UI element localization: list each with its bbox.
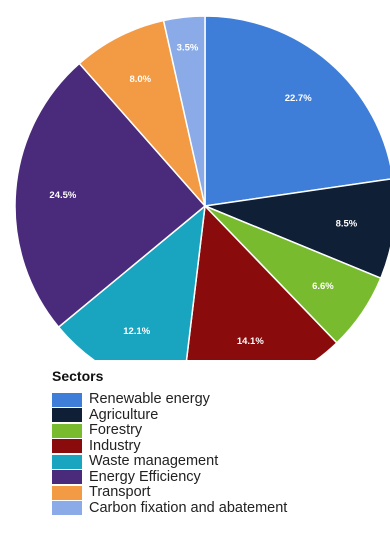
legend-item-1: Agriculture bbox=[52, 406, 287, 424]
legend-item-3: Industry bbox=[52, 437, 287, 455]
slice-label-4: 12.1% bbox=[123, 326, 150, 337]
pie-slice-3 bbox=[185, 204, 338, 360]
legend-swatch bbox=[52, 501, 82, 516]
legend-swatch bbox=[52, 485, 82, 500]
slice-label-2: 6.6% bbox=[312, 281, 334, 292]
slice-label-6: 8.0% bbox=[129, 74, 151, 85]
legend-item-4: Waste management bbox=[52, 454, 287, 470]
legend-label: Waste management bbox=[89, 453, 219, 470]
legend-swatch bbox=[52, 454, 82, 469]
legend-swatch bbox=[52, 470, 82, 485]
legend-label: Energy Efficiency bbox=[89, 468, 201, 485]
legend-swatch bbox=[52, 423, 82, 438]
legend-items: Renewable energy Agriculture Forestry Indus… bbox=[52, 392, 287, 516]
legend-label: Forestry bbox=[89, 422, 143, 439]
legend-label: Industry bbox=[89, 437, 141, 454]
legend-label: Carbon fixation and abatement bbox=[89, 499, 288, 516]
legend-item-7: Carbon fixation and abatement bbox=[52, 499, 288, 517]
legend-label: Agriculture bbox=[89, 406, 159, 423]
slice-label-1: 8.5% bbox=[336, 218, 358, 229]
slice-label-5: 24.5% bbox=[49, 190, 76, 201]
pie-slice-1 bbox=[202, 178, 390, 280]
pie-slice-0 bbox=[204, 15, 390, 207]
legend: Sectors Renewable energy Agriculture Fores… bbox=[52, 368, 287, 516]
legend-item-5: Energy Efficiency bbox=[52, 468, 287, 486]
legend-label: Renewable energy bbox=[89, 391, 210, 408]
pie-slice-4 bbox=[57, 204, 206, 360]
pie-chart: 22.7% 8.5% 6.6% 14.1% 12.1% 24.5% 8.0% 3.5% bbox=[14, 15, 390, 360]
slice-label-0: 22.7% bbox=[285, 93, 312, 104]
slice-label-7: 3.5% bbox=[177, 42, 199, 53]
legend-label: Transport bbox=[89, 484, 151, 501]
pie-slice-5 bbox=[14, 62, 207, 329]
legend-item-2: Forestry bbox=[52, 423, 287, 439]
legend-swatch bbox=[52, 439, 82, 454]
legend-item-0: Renewable energy bbox=[52, 392, 287, 408]
legend-swatch bbox=[52, 392, 82, 407]
legend-item-6: Transport bbox=[52, 485, 287, 501]
legend-title: Sectors bbox=[52, 368, 104, 384]
pie-slice-7 bbox=[162, 15, 206, 207]
slice-label-3: 14.1% bbox=[237, 336, 264, 347]
legend-swatch bbox=[52, 408, 82, 423]
